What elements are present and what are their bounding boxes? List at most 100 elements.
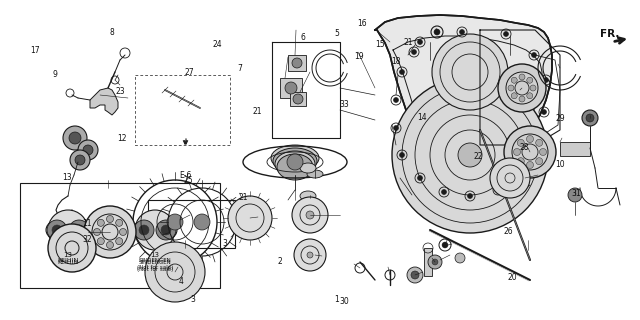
Circle shape (156, 220, 176, 240)
Circle shape (106, 215, 113, 222)
Circle shape (407, 267, 423, 283)
Text: 11: 11 (83, 220, 92, 228)
Text: 33: 33 (339, 100, 349, 108)
Circle shape (434, 29, 440, 35)
Circle shape (511, 93, 517, 99)
Text: 12: 12 (117, 133, 127, 142)
Text: 31: 31 (571, 189, 581, 198)
Text: SINDENGEN: SINDENGEN (139, 259, 172, 263)
Circle shape (84, 206, 136, 258)
Text: 5: 5 (335, 28, 339, 37)
Text: 13: 13 (63, 252, 72, 258)
Circle shape (75, 155, 85, 165)
Ellipse shape (275, 151, 315, 177)
Text: 26: 26 (503, 227, 513, 236)
Circle shape (97, 219, 104, 226)
Text: 3: 3 (191, 295, 195, 305)
Circle shape (517, 139, 524, 146)
Text: 4: 4 (179, 277, 184, 286)
Circle shape (432, 259, 438, 265)
Text: (Not for sale): (Not for sale) (137, 268, 173, 273)
Circle shape (582, 110, 598, 126)
Text: 1: 1 (335, 294, 339, 303)
Ellipse shape (273, 148, 317, 174)
Text: 21: 21 (238, 194, 248, 203)
Circle shape (412, 50, 417, 54)
Circle shape (78, 140, 98, 160)
Text: 16: 16 (357, 19, 367, 28)
Text: 22: 22 (473, 151, 483, 161)
Circle shape (63, 126, 87, 150)
Text: 3: 3 (223, 238, 227, 247)
Circle shape (504, 126, 556, 178)
Circle shape (293, 94, 303, 104)
Circle shape (417, 39, 422, 44)
Circle shape (498, 64, 546, 112)
Text: 19: 19 (354, 52, 364, 60)
Text: 28: 28 (519, 142, 529, 151)
Circle shape (48, 210, 88, 250)
Text: 7: 7 (237, 63, 243, 73)
Text: 29: 29 (555, 114, 565, 123)
Ellipse shape (277, 154, 313, 180)
Circle shape (70, 150, 90, 170)
Circle shape (394, 98, 399, 102)
Text: 13: 13 (150, 252, 159, 258)
Circle shape (527, 135, 534, 142)
Text: FR.: FR. (600, 29, 620, 39)
Bar (288, 55, 306, 71)
Circle shape (411, 271, 419, 279)
Circle shape (527, 93, 532, 99)
Circle shape (534, 146, 538, 150)
Circle shape (495, 188, 500, 193)
Circle shape (543, 77, 548, 83)
Circle shape (139, 225, 149, 235)
Circle shape (167, 214, 183, 230)
Circle shape (307, 252, 313, 258)
Circle shape (517, 158, 524, 165)
Circle shape (540, 148, 547, 156)
Text: 27: 27 (184, 68, 194, 76)
Circle shape (83, 145, 93, 155)
Circle shape (47, 220, 67, 240)
Text: 20: 20 (507, 273, 517, 282)
Text: 21: 21 (403, 37, 413, 46)
Circle shape (292, 197, 328, 233)
Circle shape (527, 162, 534, 169)
Circle shape (442, 242, 448, 248)
Circle shape (527, 77, 532, 83)
Circle shape (455, 253, 465, 263)
Circle shape (194, 214, 210, 230)
Circle shape (161, 225, 171, 235)
Text: KEIHIN: KEIHIN (58, 260, 79, 265)
Circle shape (145, 242, 205, 302)
Circle shape (93, 228, 100, 236)
Text: 13: 13 (62, 172, 72, 181)
Text: 32: 32 (82, 236, 92, 244)
Bar (20, 183, 220, 288)
Circle shape (467, 194, 472, 198)
Text: E-6: E-6 (179, 171, 191, 180)
Text: 21: 21 (252, 107, 262, 116)
Circle shape (428, 255, 442, 269)
Text: 14: 14 (417, 113, 427, 122)
Text: 2: 2 (278, 258, 282, 267)
Circle shape (519, 74, 525, 80)
Circle shape (458, 143, 482, 167)
Text: 8: 8 (109, 28, 115, 36)
Text: (Not for sale): (Not for sale) (137, 266, 173, 270)
Circle shape (69, 220, 89, 240)
Circle shape (116, 238, 123, 245)
Circle shape (106, 242, 113, 249)
Ellipse shape (307, 170, 323, 178)
Text: 30: 30 (339, 298, 349, 307)
Text: 17: 17 (30, 45, 40, 54)
Circle shape (586, 114, 594, 122)
Circle shape (536, 139, 543, 146)
Circle shape (306, 211, 314, 219)
Circle shape (399, 153, 404, 157)
Circle shape (520, 175, 525, 180)
Circle shape (432, 34, 508, 110)
Ellipse shape (271, 145, 319, 171)
Text: SINDENGEN: SINDENGEN (139, 260, 172, 265)
